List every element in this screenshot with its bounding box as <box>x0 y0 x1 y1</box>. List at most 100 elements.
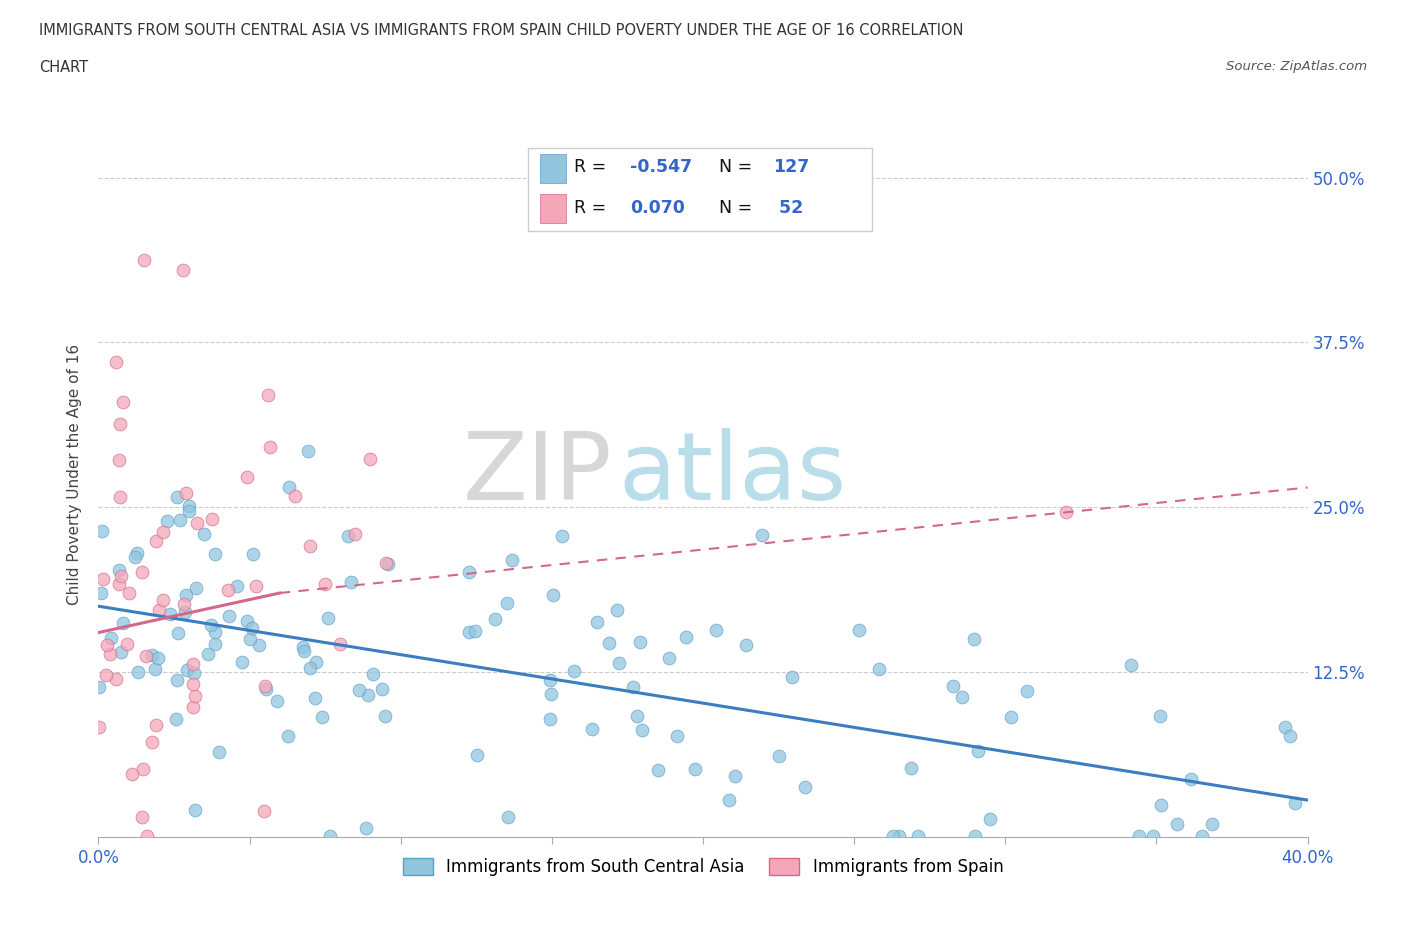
Point <box>347 683 370 698</box>
Point <box>780 670 803 684</box>
Point <box>1180 772 1202 787</box>
Text: IMMIGRANTS FROM SOUTH CENTRAL ASIA VS IMMIGRANTS FROM SPAIN CHILD POVERTY UNDER : IMMIGRANTS FROM SOUTH CENTRAL ASIA VS IM… <box>39 23 965 38</box>
Point <box>900 760 922 775</box>
Point <box>89 680 111 695</box>
Point <box>704 622 727 637</box>
Point <box>110 644 132 659</box>
Point <box>124 549 146 564</box>
Point <box>284 488 307 503</box>
Point <box>1142 829 1164 844</box>
Point <box>540 686 562 701</box>
Point <box>176 485 198 500</box>
Bar <box>540 194 567 223</box>
Point <box>200 618 222 632</box>
Point <box>108 490 131 505</box>
Text: N =: N = <box>718 199 758 218</box>
Point <box>340 574 363 589</box>
Point <box>143 662 166 677</box>
Point <box>245 578 267 593</box>
Text: 0.070: 0.070 <box>630 199 685 218</box>
Point <box>96 638 118 653</box>
Point <box>166 490 188 505</box>
Point <box>278 480 301 495</box>
Text: R =: R = <box>574 158 612 176</box>
Point <box>316 610 339 625</box>
Point <box>360 451 382 466</box>
Point <box>305 655 328 670</box>
Point <box>357 688 380 703</box>
Point <box>111 394 134 409</box>
Point <box>152 525 174 539</box>
Point <box>131 810 153 825</box>
Point <box>141 648 163 663</box>
Point <box>647 762 669 777</box>
Point <box>1166 817 1188 831</box>
Point <box>658 651 681 666</box>
Point <box>1000 710 1022 724</box>
Point <box>538 711 561 726</box>
Point <box>176 662 198 677</box>
Point <box>607 656 630 671</box>
Point <box>235 614 257 629</box>
Point <box>666 728 689 743</box>
Point <box>1201 817 1223 831</box>
Point <box>125 546 148 561</box>
Point <box>1191 829 1213 844</box>
Point <box>768 749 790 764</box>
Point <box>793 779 815 794</box>
Point <box>277 729 299 744</box>
Point <box>166 626 188 641</box>
Point <box>136 829 159 844</box>
Point <box>598 635 620 650</box>
Point <box>374 708 396 723</box>
Point <box>458 565 481 579</box>
Point <box>121 766 143 781</box>
Point <box>458 625 481 640</box>
Point <box>254 679 277 694</box>
Point <box>484 611 506 626</box>
Point <box>1284 795 1306 810</box>
Point <box>127 664 149 679</box>
Point <box>257 388 280 403</box>
Point <box>181 700 204 715</box>
Point <box>950 689 973 704</box>
Point <box>606 603 628 618</box>
Point <box>304 690 326 705</box>
Point <box>169 512 191 527</box>
Text: N =: N = <box>718 158 758 176</box>
Point <box>291 639 314 654</box>
Point <box>91 572 114 587</box>
Point <box>868 661 890 676</box>
Text: atlas: atlas <box>619 429 846 520</box>
Point <box>882 829 904 844</box>
Point <box>1119 658 1142 672</box>
Point <box>207 744 229 759</box>
Point <box>311 710 333 724</box>
Point <box>112 616 135 631</box>
Point <box>193 527 215 542</box>
Point <box>247 638 270 653</box>
Point <box>159 606 181 621</box>
Point <box>942 678 965 693</box>
Point <box>204 547 226 562</box>
Text: 127: 127 <box>773 158 810 176</box>
Point <box>562 664 585 679</box>
Point <box>181 657 204 671</box>
Point <box>148 602 170 617</box>
Point <box>541 588 564 603</box>
Point <box>240 621 263 636</box>
Point <box>197 646 219 661</box>
Point <box>165 711 187 726</box>
Text: 52: 52 <box>773 199 803 218</box>
Point <box>174 588 197 603</box>
Point <box>292 644 315 658</box>
Point <box>156 513 179 528</box>
Point <box>374 555 396 570</box>
Point <box>131 565 153 579</box>
Point <box>496 595 519 610</box>
Point <box>675 630 697 644</box>
Text: ZIP: ZIP <box>463 429 613 520</box>
Point <box>201 512 224 526</box>
FancyBboxPatch shape <box>527 148 872 232</box>
Point <box>979 812 1001 827</box>
